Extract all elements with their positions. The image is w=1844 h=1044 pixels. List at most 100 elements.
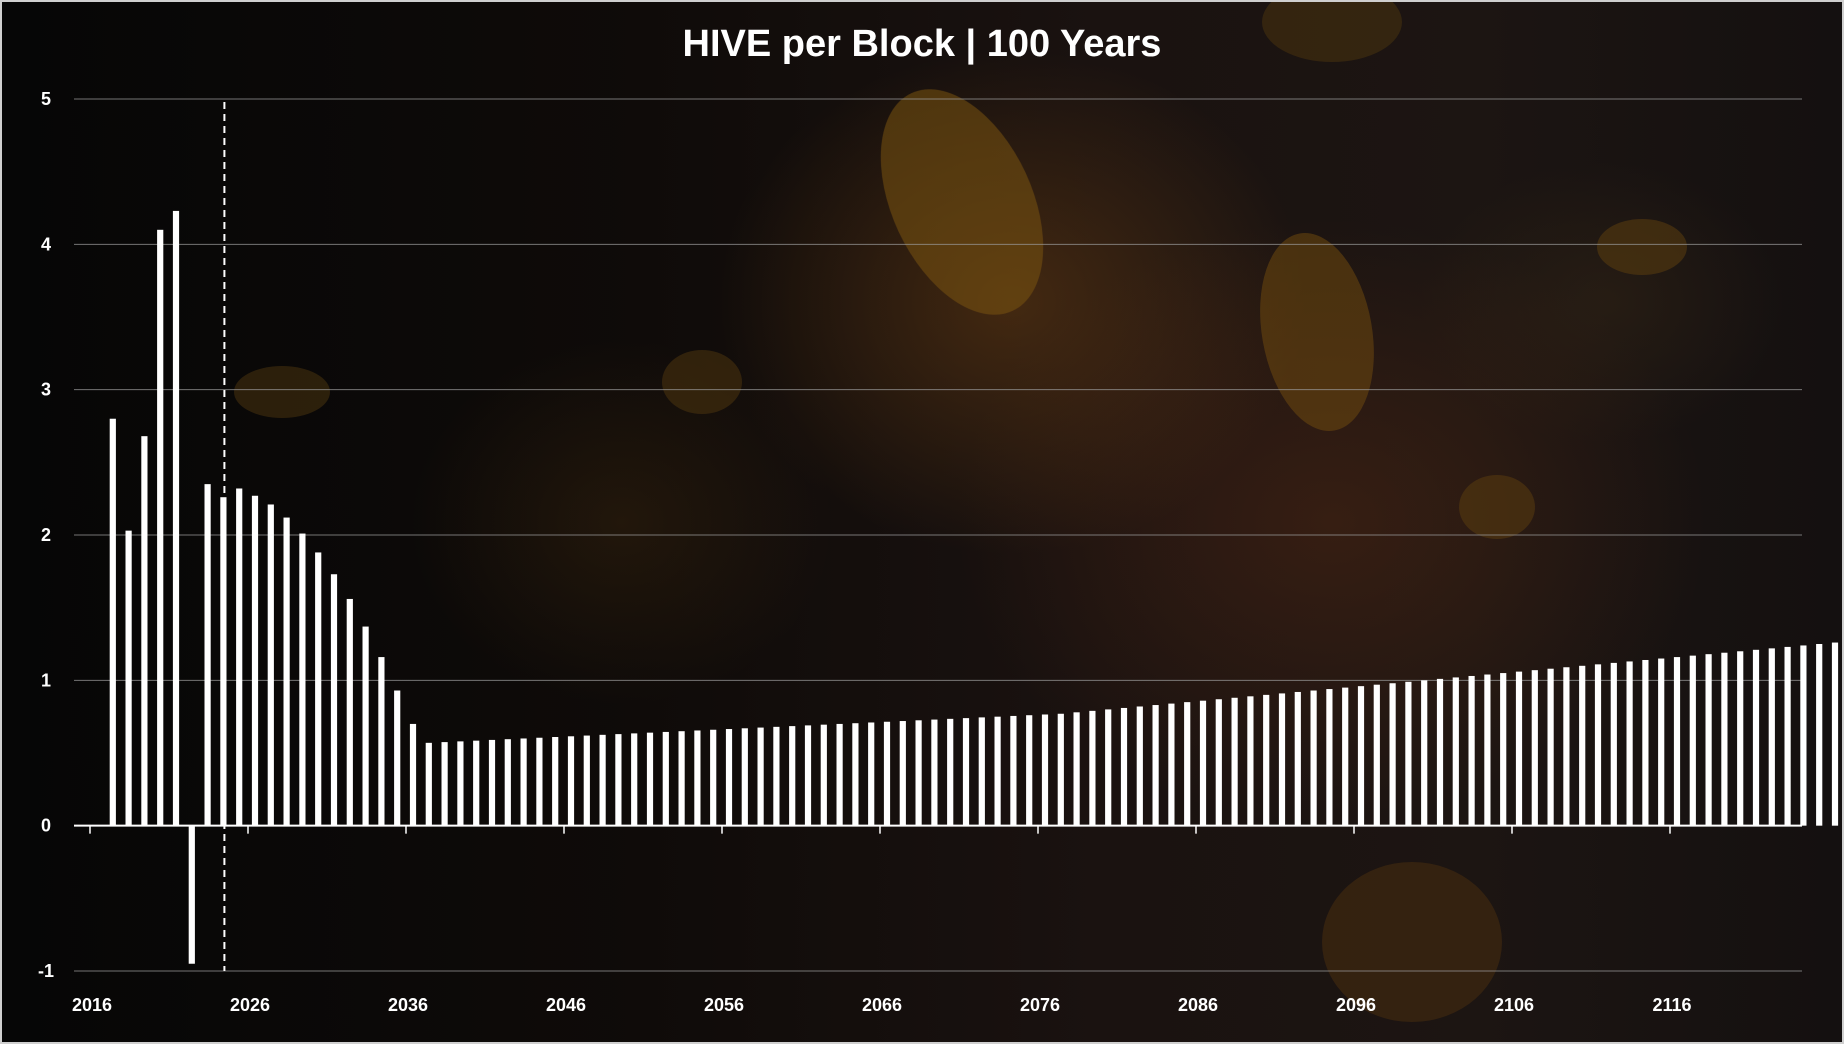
bar <box>1831 642 1839 826</box>
bar <box>1579 665 1586 826</box>
x-tick-label: 2026 <box>230 995 270 1015</box>
bar <box>1247 696 1254 826</box>
bar <box>441 742 448 826</box>
bar <box>1231 697 1238 826</box>
bar <box>741 728 748 826</box>
bar <box>457 741 464 826</box>
bar <box>172 210 180 826</box>
bar <box>1215 699 1222 826</box>
x-tick-label: 2066 <box>862 995 902 1015</box>
bar <box>1816 644 1823 826</box>
bar <box>330 574 338 826</box>
bar <box>1452 677 1459 826</box>
bar <box>1800 645 1807 826</box>
bar <box>1768 648 1775 826</box>
bar <box>710 729 717 826</box>
bar <box>251 495 259 826</box>
bar <box>567 736 575 826</box>
bar <box>394 690 401 826</box>
bar <box>1594 664 1602 826</box>
bar <box>1658 658 1665 826</box>
x-tick-label: 2086 <box>1178 995 1218 1015</box>
bar <box>1610 662 1617 826</box>
bar <box>1468 675 1475 826</box>
bar <box>1626 661 1633 826</box>
bar <box>757 727 764 826</box>
y-tick-label: 3 <box>41 380 51 400</box>
bar <box>915 720 922 826</box>
bar <box>141 436 148 826</box>
bar <box>1705 654 1712 826</box>
bar <box>883 721 891 826</box>
bar <box>520 738 527 826</box>
bar <box>1405 681 1412 826</box>
bar <box>204 484 211 826</box>
bar <box>488 739 496 826</box>
bar <box>1673 657 1681 826</box>
bar <box>615 734 622 826</box>
bar <box>1642 659 1649 826</box>
bar <box>947 718 954 826</box>
bar <box>962 718 970 826</box>
bar <box>188 825 195 964</box>
bar <box>220 497 227 826</box>
bar <box>552 737 559 826</box>
bar <box>1531 670 1538 826</box>
x-axis-ticks: 2016 2026 2036 2046 2056 2066 2076 2086 2096 2106… <box>72 995 1692 1015</box>
y-tick-label: 4 <box>41 234 51 254</box>
bar <box>836 723 843 826</box>
bar <box>694 730 701 826</box>
x-tick-label: 2096 <box>1336 995 1376 1015</box>
bar <box>1326 689 1333 826</box>
bar <box>1294 691 1301 826</box>
bar <box>773 726 780 826</box>
background-bees-decoration <box>234 2 1687 1022</box>
bar <box>425 742 432 826</box>
bar <box>662 731 669 826</box>
bar <box>1010 715 1017 826</box>
bar <box>1547 668 1554 826</box>
bar <box>409 723 417 826</box>
bar <box>283 517 290 826</box>
bar <box>1263 694 1270 826</box>
bar <box>1737 651 1744 826</box>
y-tick-label: 5 <box>41 89 51 109</box>
bar <box>852 723 859 826</box>
x-tick-label: 2076 <box>1020 995 1060 1015</box>
chart-title: HIVE per Block | 100 Years <box>683 23 1162 65</box>
bar <box>1199 700 1207 826</box>
bar <box>1421 680 1428 826</box>
bar <box>1373 684 1380 826</box>
bar <box>994 716 1001 826</box>
bar <box>789 726 796 826</box>
bar <box>125 530 132 826</box>
bar <box>978 717 985 826</box>
bar <box>1436 678 1444 826</box>
bar <box>1184 702 1191 826</box>
bar <box>1515 671 1523 826</box>
bar <box>1721 652 1728 826</box>
bar <box>315 552 322 826</box>
bar <box>1105 709 1112 826</box>
bar <box>1026 715 1033 826</box>
x-axis <box>74 824 1802 834</box>
y-axis-ticks: 5 4 3 2 1 0 -1 <box>38 89 54 981</box>
x-tick-label: 2046 <box>546 995 586 1015</box>
bar <box>725 729 733 826</box>
x-tick-label: 2106 <box>1494 995 1534 1015</box>
y-tick-label: -1 <box>38 961 54 981</box>
bar <box>267 504 274 826</box>
bar <box>1089 710 1096 826</box>
gridlines <box>74 98 1802 972</box>
bar <box>868 722 875 826</box>
bar <box>109 418 116 826</box>
bar <box>931 719 938 826</box>
bar <box>1057 713 1064 826</box>
bar <box>157 229 164 826</box>
bar <box>1041 714 1049 826</box>
bar <box>299 533 306 826</box>
bar <box>1278 693 1286 826</box>
bar <box>820 724 827 826</box>
x-tick-label: 2016 <box>72 995 112 1015</box>
